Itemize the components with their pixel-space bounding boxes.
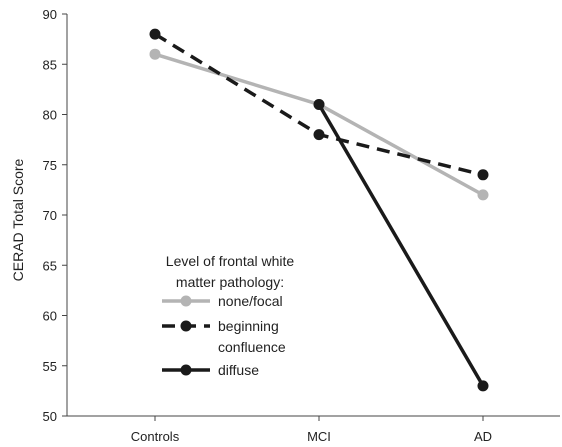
y-tick-label: 90 — [43, 7, 57, 22]
data-point — [149, 48, 161, 60]
series-line-2 — [317, 103, 485, 387]
legend-label: confluence — [218, 339, 286, 355]
x-axis-ticks: Controls MCI AD — [131, 416, 492, 444]
y-tick-label: 80 — [43, 108, 57, 123]
legend-title: matter pathology: — [176, 274, 284, 290]
legend-label: beginning — [218, 318, 279, 334]
legend-swatch-marker — [180, 320, 192, 332]
data-point — [477, 169, 489, 181]
data-point — [477, 380, 489, 392]
legend-swatch-marker — [180, 364, 192, 376]
legend-swatch-marker — [180, 295, 192, 307]
y-tick-label: 60 — [43, 309, 57, 324]
chart-series — [149, 28, 489, 392]
legend-label: none/focal — [218, 293, 283, 309]
y-tick-label: 65 — [43, 258, 57, 273]
data-point — [477, 189, 489, 201]
legend-title: Level of frontal white — [166, 253, 295, 269]
y-tick-label: 75 — [43, 158, 57, 173]
y-tick-label: 50 — [43, 409, 57, 424]
x-tick-label: AD — [474, 429, 492, 444]
y-tick-label: 55 — [43, 359, 57, 374]
x-tick-label: Controls — [131, 429, 180, 444]
y-axis-label: CERAD Total Score — [10, 158, 26, 281]
data-point — [313, 129, 325, 141]
y-tick-label: 85 — [43, 57, 57, 72]
data-point — [149, 28, 161, 40]
legend-background — [138, 242, 316, 382]
legend-label: diffuse — [218, 362, 259, 378]
series-line-0 — [154, 52, 484, 197]
y-tick-label: 70 — [43, 208, 57, 223]
x-tick-label: MCI — [307, 429, 331, 444]
chart-legend: Level of frontal white matter pathology: n… — [138, 242, 316, 382]
y-axis-ticks: 50 55 60 65 70 75 80 85 90 — [43, 7, 67, 424]
data-point — [313, 98, 325, 110]
